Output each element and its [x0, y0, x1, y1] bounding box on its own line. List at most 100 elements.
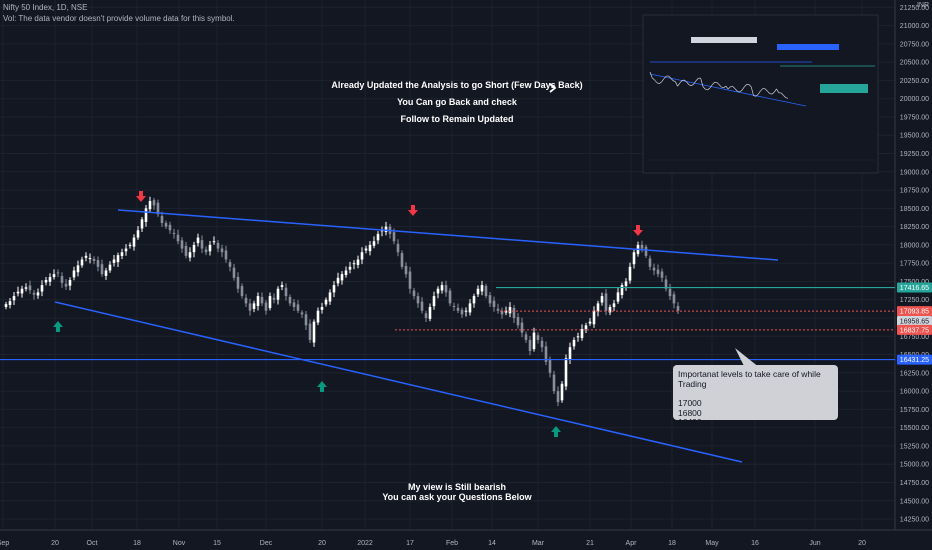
inset-price-line	[691, 83, 694, 87]
x-tick-label: Sep	[0, 540, 9, 547]
candle-body	[496, 308, 500, 311]
candle-body	[452, 306, 456, 308]
candle-body	[592, 310, 596, 325]
candle-body	[304, 314, 308, 326]
candle-body	[136, 230, 140, 238]
chevron-right-icon	[549, 83, 557, 93]
candle-body	[368, 244, 372, 252]
candle-body	[116, 255, 120, 263]
down-arrow-icon	[408, 205, 418, 216]
candle-body	[332, 285, 336, 293]
inset-note	[691, 37, 757, 43]
candle-body	[444, 285, 448, 293]
candle-body	[508, 307, 512, 314]
candle-body	[372, 241, 376, 246]
candle-body	[600, 296, 604, 303]
candle-body	[44, 279, 48, 283]
candle-body	[476, 288, 480, 295]
y-tick-label: 17250.00	[900, 297, 929, 304]
candle-body	[584, 325, 588, 329]
inset-price-line	[755, 94, 759, 97]
inset-price-line	[757, 90, 761, 95]
inset-price-line	[767, 90, 770, 94]
inset-price-line	[727, 86, 731, 90]
candle-body	[32, 292, 36, 295]
candle-body	[168, 224, 172, 231]
candle-body	[148, 201, 152, 210]
candle-body	[660, 271, 664, 278]
inset-price-line	[684, 79, 688, 83]
candle-body	[240, 286, 244, 297]
y-tick-label: 20250.00	[900, 78, 929, 85]
price-label: 17416.65	[900, 285, 929, 292]
candle-body	[316, 310, 320, 323]
inset-price-line	[677, 82, 681, 87]
inset-price-line	[760, 88, 763, 92]
candle-body	[500, 310, 504, 315]
candle-body	[320, 307, 324, 310]
candle-body	[344, 270, 348, 276]
currency-label: INR	[916, 2, 929, 9]
inset-price-line	[769, 93, 772, 95]
candle-body	[40, 285, 44, 292]
candle-body	[172, 232, 176, 234]
candle-body	[80, 259, 84, 266]
candle-body	[328, 292, 332, 302]
inset-price-line	[668, 75, 671, 79]
callout-pointer	[735, 348, 760, 368]
inset-price-line	[753, 95, 756, 97]
candle-body	[540, 340, 544, 348]
y-tick-label: 15500.00	[900, 425, 929, 432]
y-tick-label: 18500.00	[900, 206, 929, 213]
candle-body	[552, 374, 556, 392]
candle-body	[100, 264, 104, 275]
candle-body	[60, 276, 64, 283]
candle-body	[196, 237, 200, 244]
candle-body	[624, 281, 628, 286]
inset-price-line	[670, 77, 674, 81]
callout-level: 16800	[678, 407, 702, 418]
candle-body	[620, 285, 624, 296]
candle-body	[400, 253, 404, 267]
candle-body	[564, 358, 568, 387]
candle-body	[8, 301, 12, 305]
price-label-tag	[897, 316, 932, 327]
candle-body	[308, 323, 312, 340]
candle-body	[648, 258, 652, 267]
candle-body	[556, 391, 560, 403]
candle-body	[472, 296, 476, 304]
candle-body	[456, 307, 460, 311]
inset-price-line	[679, 80, 683, 84]
inset-price-line	[750, 86, 754, 96]
candle-body	[76, 265, 80, 273]
inset-price-line	[702, 86, 706, 90]
y-tick-label: 18000.00	[900, 242, 929, 249]
candle-body	[516, 317, 520, 326]
candle-body	[492, 300, 496, 308]
price-label: 16431.25	[900, 357, 929, 364]
x-tick-label: 20	[51, 540, 59, 547]
candle-body	[560, 383, 564, 401]
y-tick-label: 19750.00	[900, 114, 929, 121]
candle-body	[120, 252, 124, 257]
candle-body	[396, 243, 400, 253]
candle-body	[276, 288, 280, 300]
note-top-1: Already Updated the Analysis to go Short…	[331, 80, 583, 90]
x-tick-label: Dec	[260, 540, 273, 547]
y-tick-label: 19000.00	[900, 169, 929, 176]
y-tick-label: 17500.00	[900, 279, 929, 286]
candle-body	[360, 252, 364, 260]
inset-price-line	[734, 88, 738, 92]
x-tick-label: 2022	[357, 540, 373, 547]
x-tick-label: 16	[751, 540, 759, 547]
inset-price-line	[705, 88, 708, 91]
inset-price-line	[732, 86, 736, 89]
note-bottom-2: You can ask your Questions Below	[382, 492, 532, 502]
inset-price-line	[739, 89, 743, 93]
candle-body	[300, 312, 304, 315]
candle-body	[488, 295, 492, 304]
x-tick-label: Feb	[446, 540, 458, 547]
inset-price-line	[654, 79, 658, 83]
inset-price-line	[716, 82, 720, 85]
